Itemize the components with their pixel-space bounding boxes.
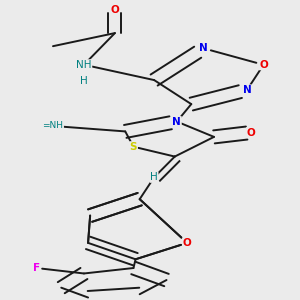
Text: H: H <box>80 76 88 86</box>
Text: =NH: =NH <box>43 122 64 130</box>
Text: O: O <box>247 128 256 137</box>
Text: O: O <box>183 238 191 248</box>
Text: H: H <box>150 172 158 182</box>
Text: F: F <box>33 263 40 273</box>
Text: O: O <box>259 60 268 70</box>
Text: N: N <box>199 44 208 53</box>
Text: O: O <box>110 5 119 15</box>
Text: S: S <box>130 142 137 152</box>
Text: N: N <box>172 117 181 127</box>
Text: N: N <box>243 85 251 95</box>
Text: NH: NH <box>76 60 92 70</box>
